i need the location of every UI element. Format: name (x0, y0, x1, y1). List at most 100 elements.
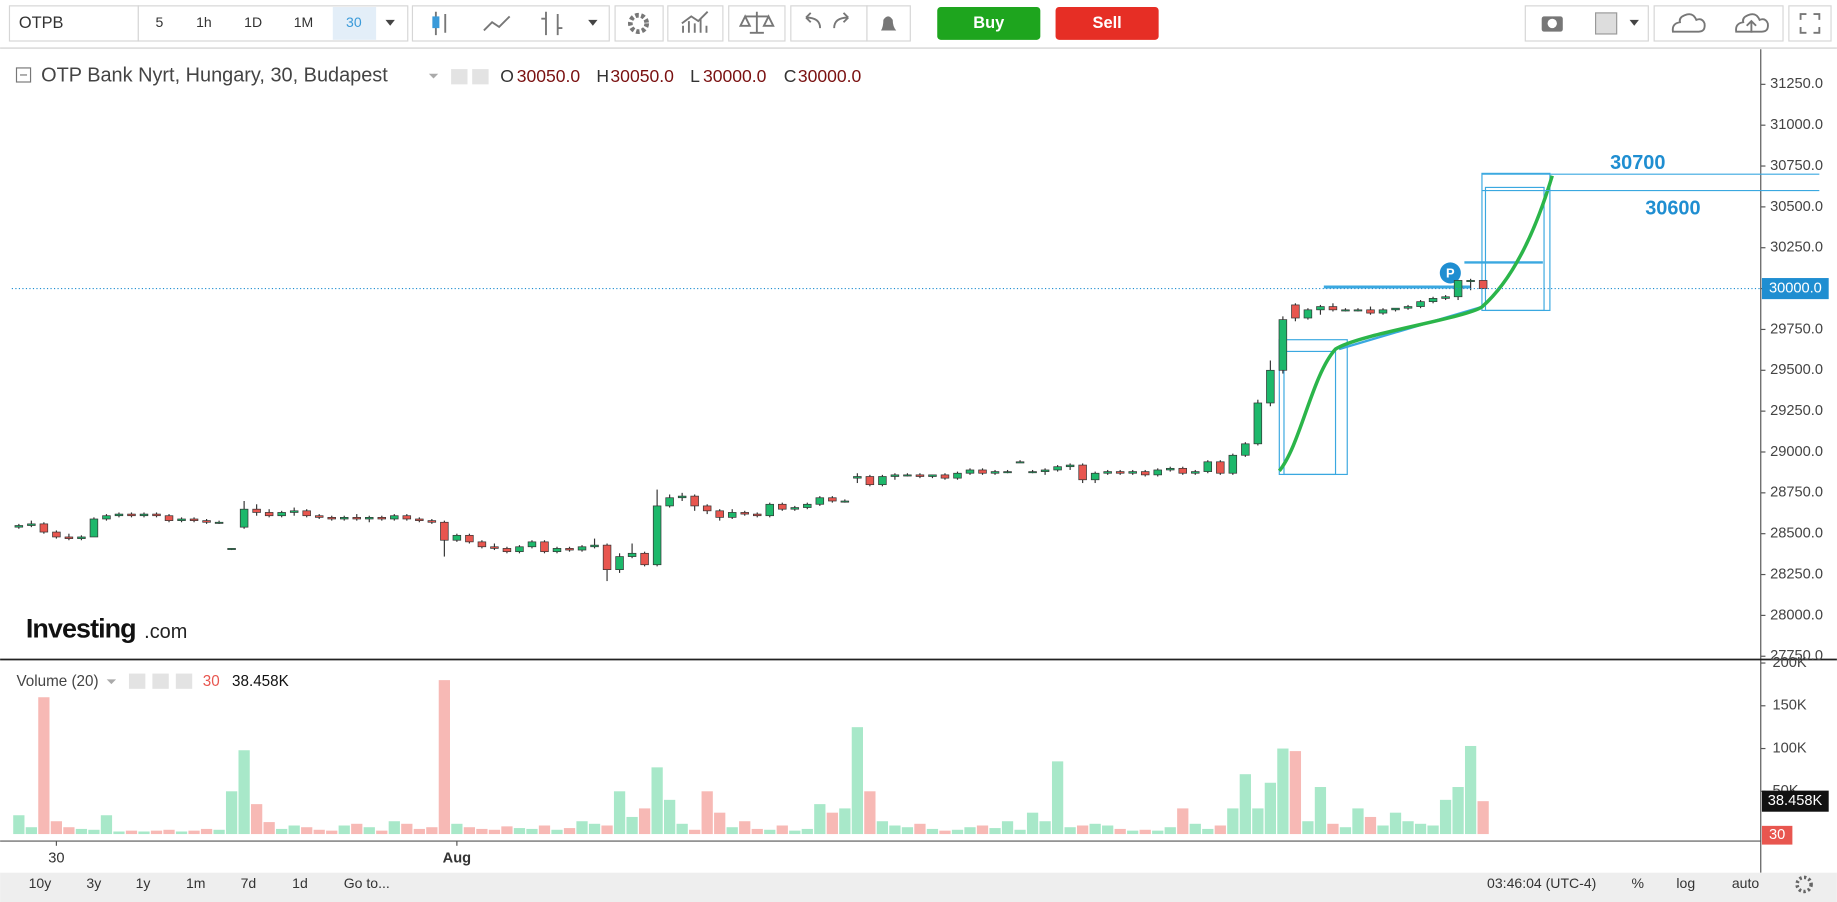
dropdown-arrow[interactable] (1629, 19, 1639, 26)
candle-body (139, 513, 149, 517)
volume-bar (1189, 823, 1201, 835)
logo: Investing (26, 613, 136, 643)
fullscreen-btn[interactable] (1788, 5, 1832, 42)
sell-button[interactable] (1055, 7, 1159, 40)
goto-button[interactable]: Go to... (344, 875, 390, 891)
volume-bar (638, 808, 651, 835)
interval[interactable]: 5 (156, 14, 164, 30)
cloud-load-icon[interactable] (1671, 13, 1706, 33)
volume-bar (163, 829, 175, 835)
candle-body (602, 544, 612, 570)
candle-body (690, 495, 699, 507)
candle-body (89, 518, 99, 538)
option-button[interactable]: auto (1732, 875, 1760, 891)
candle-body (590, 544, 599, 548)
option-button[interactable]: % (1632, 875, 1645, 891)
volume-bar (851, 727, 863, 835)
buy-label[interactable]: Buy (973, 14, 1005, 32)
candle-body (64, 536, 74, 539)
ohlc-key: L (690, 66, 700, 86)
settings-btn[interactable] (614, 5, 664, 42)
color-icon[interactable] (1595, 12, 1618, 35)
title-dropdown[interactable] (428, 73, 439, 79)
interval[interactable]: 1D (244, 14, 262, 30)
volume-bar (351, 823, 363, 835)
candle-body (1166, 467, 1175, 471)
candle-body (778, 503, 787, 510)
volume-bar (1014, 829, 1026, 835)
volume-bar (1114, 828, 1126, 835)
volume-close[interactable] (175, 673, 193, 689)
ohlc-value: 30050.0 (517, 66, 581, 86)
drawing-rect[interactable] (1283, 350, 1337, 476)
volume-bar (1039, 821, 1051, 835)
marker[interactable] (1439, 262, 1461, 284)
collapse-icon[interactable] (15, 67, 32, 83)
bars-icon[interactable] (541, 11, 563, 36)
undo-icon[interactable] (805, 12, 822, 29)
buy-button[interactable] (937, 7, 1041, 40)
volume-bar (1051, 761, 1064, 835)
ohlc-value: 30000.0 (703, 66, 767, 86)
volume-bar (1001, 821, 1014, 835)
interval[interactable]: 1M (294, 14, 314, 30)
settings-icon[interactable] (472, 69, 489, 85)
volume-dropdown[interactable] (106, 679, 117, 685)
volume-bar (338, 825, 350, 835)
volume-bar (1314, 787, 1327, 835)
interval-tag-label: 30 (1769, 827, 1785, 843)
range-button[interactable]: 7d (241, 875, 257, 891)
candle-body (289, 510, 299, 513)
interval[interactable]: 30 (346, 14, 362, 30)
candle-body (1391, 307, 1400, 311)
range-button[interactable]: 1d (292, 875, 308, 891)
redo-icon[interactable] (833, 12, 849, 29)
volume-bar (814, 804, 826, 835)
option-button[interactable]: log (1676, 875, 1695, 891)
drawing-curve[interactable] (1277, 175, 1554, 473)
drawing-rect[interactable] (1481, 172, 1551, 312)
candle-body (565, 548, 574, 551)
candle-body (753, 513, 762, 517)
marker-label[interactable]: P (1446, 266, 1455, 281)
volume-visibility[interactable] (128, 673, 146, 689)
candle-body (27, 523, 36, 526)
volume-bar (939, 830, 951, 835)
volume-bar (100, 815, 113, 835)
interval[interactable]: 1h (196, 14, 212, 30)
range-button[interactable]: 1y (136, 875, 151, 891)
volume-bar (1389, 812, 1402, 835)
settings-icon[interactable] (1795, 875, 1813, 894)
volume-settings[interactable] (152, 673, 169, 689)
cloud-save-icon[interactable] (1735, 13, 1769, 33)
candle-body (77, 536, 86, 539)
volume-bar (1402, 821, 1414, 835)
candle-body (1341, 309, 1350, 312)
volume-bar (38, 697, 50, 835)
sell-label[interactable]: Sell (1093, 14, 1122, 32)
interval-tag (1761, 825, 1793, 845)
indicators-icon (681, 11, 709, 33)
volume-bar (138, 831, 150, 835)
x-tick-label: 30 (48, 851, 64, 867)
range-button[interactable]: 10y (29, 875, 52, 891)
dropdown-arrow[interactable] (385, 19, 395, 26)
candle-body (1191, 471, 1200, 474)
candle-body (302, 510, 311, 517)
range-button[interactable]: 3y (86, 875, 101, 891)
line-icon[interactable] (483, 15, 511, 32)
visibility-icon[interactable] (451, 69, 468, 85)
volume-bar (88, 829, 100, 835)
range-button[interactable]: 1m (186, 875, 206, 891)
volume-bar (563, 828, 576, 835)
symbol[interactable]: OTPB (19, 14, 64, 32)
drawing-rect[interactable] (1484, 186, 1545, 312)
volume-bar (125, 830, 138, 835)
symbol-box[interactable] (8, 5, 139, 42)
candle-body (415, 518, 424, 521)
dropdown-arrow[interactable] (588, 19, 598, 26)
volume-bar (538, 825, 551, 835)
candle-body (765, 503, 774, 517)
candle-body (39, 523, 49, 533)
volume-bar (664, 799, 676, 835)
